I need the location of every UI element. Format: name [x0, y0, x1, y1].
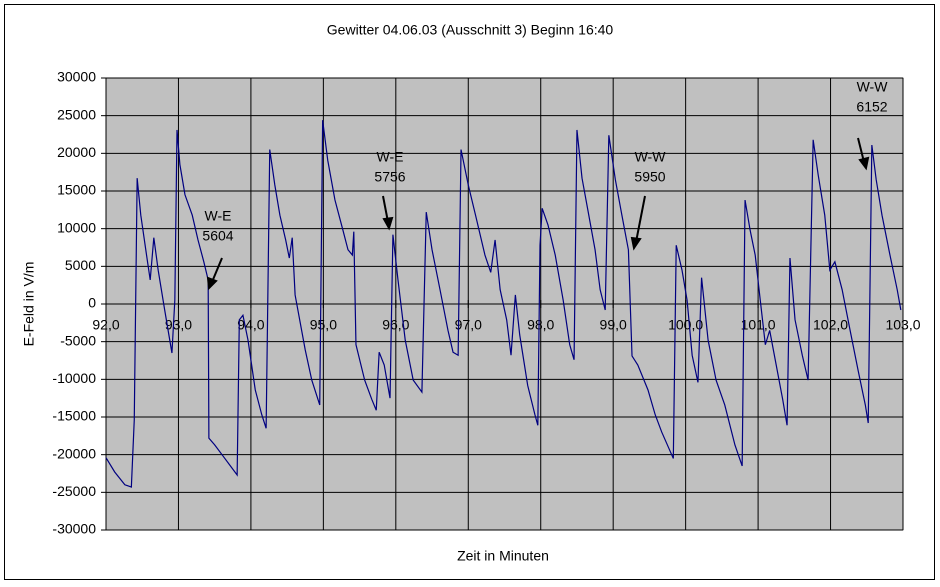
y-tick-label: -30000	[52, 521, 96, 537]
y-tick-label: -20000	[52, 445, 96, 461]
annotation: W-E	[205, 208, 232, 224]
annotation: 5756	[374, 169, 405, 185]
chart-title: Gewitter 04.06.03 (Ausschnitt 3) Beginn …	[327, 22, 614, 38]
x-axis-label: Zeit in Minuten	[457, 548, 549, 564]
arrow-head	[382, 216, 394, 231]
annotation: W-W	[635, 149, 667, 165]
y-tick-label: -25000	[52, 483, 96, 499]
y-tick-label: 30000	[57, 69, 96, 85]
y-tick-label: 10000	[57, 219, 96, 235]
y-tick-label: 5000	[65, 257, 96, 273]
data-line	[105, 120, 902, 488]
arrow-head	[858, 156, 870, 171]
x-tick-label: 95,0	[310, 317, 337, 333]
annotation: 6152	[856, 99, 887, 115]
y-tick-label: 25000	[57, 106, 96, 122]
y-tick-label: 0	[88, 295, 96, 311]
x-tick-label: 94,0	[237, 317, 264, 333]
arrow	[211, 257, 223, 283]
x-tick-label: 97,0	[455, 317, 482, 333]
annotation: 5950	[634, 169, 665, 185]
x-tick-label: 102,0	[813, 317, 848, 333]
arrow	[857, 137, 865, 163]
annotation: W-E	[377, 149, 404, 165]
arrow-head	[630, 236, 642, 251]
y-axis-label: E-Feld in V/m	[21, 262, 37, 347]
arrow	[635, 195, 646, 243]
annotation: 5604	[202, 228, 233, 244]
x-tick-label: 100,0	[668, 317, 703, 333]
y-tick-label: 20000	[57, 144, 96, 160]
x-tick-label: 96,0	[382, 317, 409, 333]
y-tick-label: -10000	[52, 370, 96, 386]
y-tick-label: 15000	[57, 182, 96, 198]
y-tick-label: -5000	[60, 332, 96, 348]
y-tick-label: -15000	[52, 408, 96, 424]
x-tick-label: 99,0	[600, 317, 627, 333]
x-tick-label: 98,0	[527, 317, 554, 333]
arrow-head	[206, 276, 218, 291]
x-tick-label: 101,0	[741, 317, 776, 333]
annotation-arrows	[206, 137, 870, 291]
annotation: W-W	[857, 79, 889, 95]
x-tick-label: 103,0	[885, 317, 920, 333]
x-tick-label: 93,0	[165, 317, 192, 333]
